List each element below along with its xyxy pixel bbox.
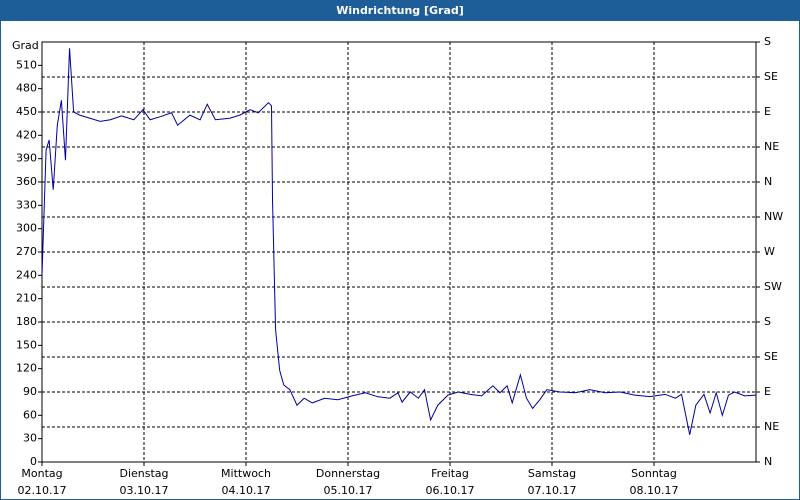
y-tick-label: 390	[16, 152, 37, 165]
y-tick-label: 120	[16, 362, 37, 375]
y2-tick-label: N	[764, 175, 772, 188]
x-tick-date: 03.10.17	[120, 484, 169, 497]
y2-tick-label: W	[764, 245, 775, 258]
y-tick-label: 330	[16, 198, 37, 211]
y-tick-label: 360	[16, 175, 37, 188]
y2-tick-label: E	[764, 105, 771, 118]
y-tick-label: 420	[16, 128, 37, 141]
x-tick-label: Sonntag	[631, 467, 677, 480]
y-tick-label: 480	[16, 82, 37, 95]
y2-tick-label: SE	[764, 350, 778, 363]
y2-tick-label: SW	[764, 280, 782, 293]
y-tick-label: 240	[16, 268, 37, 281]
y2-tick-label: E	[764, 385, 771, 398]
y-tick-label: 180	[16, 315, 37, 328]
data-line	[41, 48, 757, 435]
y-axis-label: Grad	[12, 39, 39, 52]
x-tick-date: 07.10.17	[528, 484, 577, 497]
x-tick-date: 08.10.17	[630, 484, 679, 497]
x-tick-label: Mittwoch	[221, 467, 271, 480]
y-tick-label: 510	[16, 58, 37, 71]
y2-tick-label: S	[764, 35, 771, 48]
x-tick-label: Freitag	[431, 467, 469, 480]
y-tick-label: 450	[16, 105, 37, 118]
y-tick-label: 30	[23, 432, 37, 445]
x-tick-date: 04.10.17	[222, 484, 271, 497]
y2-tick-label: SE	[764, 70, 778, 83]
title-bar	[0, 0, 800, 21]
y-tick-label: 210	[16, 292, 37, 305]
y2-tick-label: S	[764, 315, 771, 328]
y2-tick-label: NE	[764, 140, 779, 153]
y2-tick-label: NW	[764, 210, 783, 223]
x-tick-date: 02.10.17	[18, 484, 67, 497]
y-tick-label: 90	[23, 385, 37, 398]
y-tick-label: 0	[30, 455, 37, 468]
y2-tick-label: NE	[764, 420, 779, 433]
y-tick-label: 270	[16, 245, 37, 258]
y2-tick-label: N	[764, 455, 772, 468]
x-tick-date: 06.10.17	[426, 484, 475, 497]
x-tick-label: Dienstag	[119, 467, 168, 480]
chart-title: Windrichtung [Grad]	[336, 4, 464, 17]
x-tick-date: 05.10.17	[324, 484, 373, 497]
x-tick-label: Donnerstag	[316, 467, 380, 480]
y-tick-label: 150	[16, 338, 37, 351]
y-tick-label: 60	[23, 408, 37, 421]
y-tick-label: 300	[16, 222, 37, 235]
x-tick-label: Samstag	[528, 467, 576, 480]
x-tick-label: Montag	[21, 467, 62, 480]
